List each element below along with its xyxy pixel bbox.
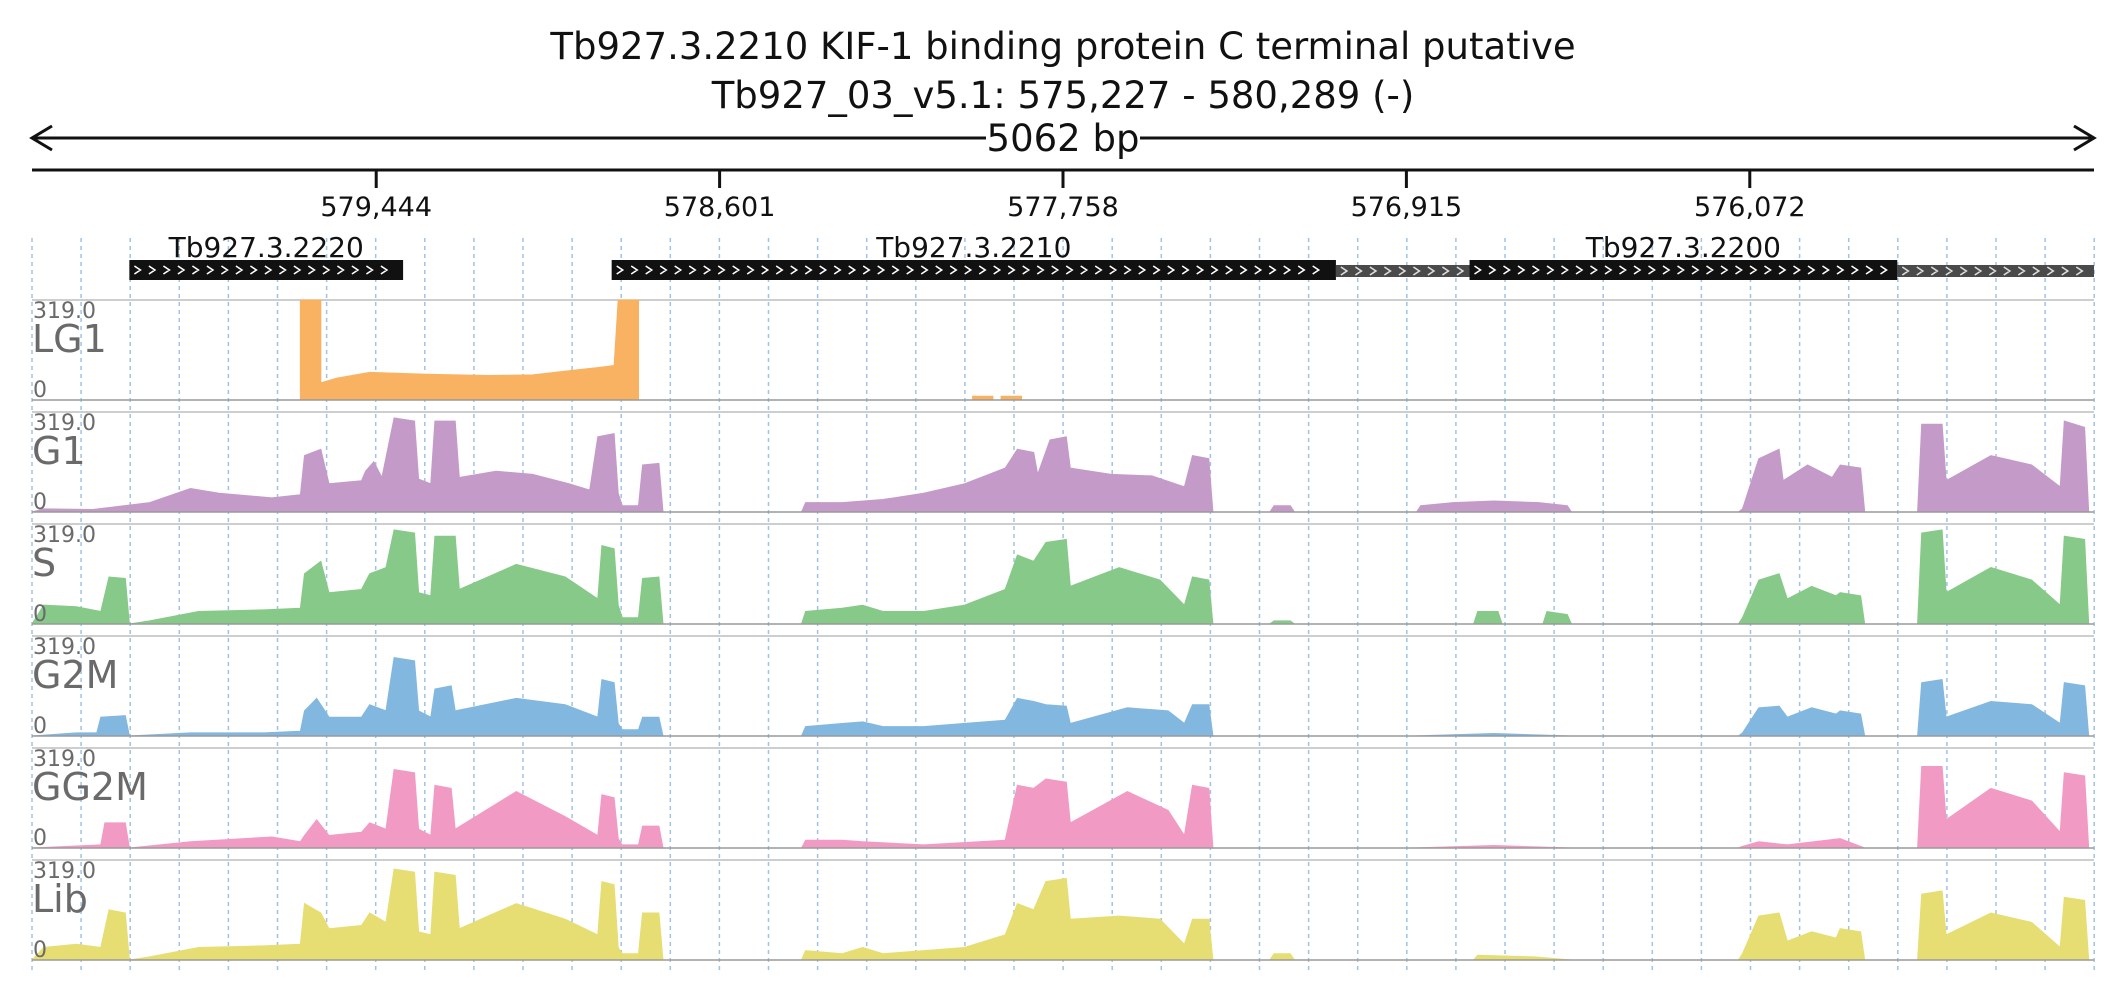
gene-label: Tb927.3.2210 (875, 231, 1071, 264)
span-arrow-right-head (2073, 124, 2097, 152)
coverage-tracks: 319.00LG1319.00G1319.00S319.00G2M319.00G… (30, 299, 2094, 963)
ruler-tick-label: 579,444 (320, 192, 432, 223)
track-ymin-label: 0 (33, 714, 47, 739)
track-ymin-label: 0 (33, 826, 47, 851)
track-ymax-label: 319.0 (33, 523, 96, 548)
grid-lines (31, 238, 2095, 972)
gene-track: Tb927.3.2220 Tb927.3.2210 Tb927.3.2200 (129, 231, 2094, 280)
track-g2m: 319.0 0 G2M (31, 635, 2094, 739)
gene-cds (611, 260, 1336, 280)
track-ymax-label: 319.0 (33, 859, 96, 884)
span-arrow-left-head (29, 124, 53, 152)
strand-chevrons (133, 265, 389, 275)
track-ymax-label: 319.0 (33, 635, 96, 660)
track-ymax-label: 319.0 (33, 411, 96, 436)
gene-label: Tb927.3.2220 (168, 231, 364, 264)
chart-subtitle: Tb927_03_v5.1: 575,227 - 580,289 (-) (711, 74, 1415, 117)
ruler-tick-label: 576,072 (1694, 192, 1806, 223)
track-gg2m: 319.0 0 GG2M (31, 747, 2094, 851)
track-ymin-label: 0 (33, 378, 47, 403)
track-ymin-label: 0 (33, 602, 47, 627)
ruler-tick-label: 577,758 (1007, 192, 1119, 223)
gene-cds (129, 260, 404, 280)
strand-chevrons (616, 265, 1321, 275)
track-name: G1 (32, 429, 86, 473)
ruler-tick-label: 576,915 (1351, 192, 1463, 223)
track-name: LG1 (32, 317, 107, 361)
coverage-area (31, 529, 2094, 625)
track-ymin-label: 0 (33, 938, 47, 963)
track-lg1: 319.0 0 LG1 (32, 299, 2094, 403)
span-label-bg (986, 120, 1140, 156)
coverage-area (31, 766, 2094, 849)
coverage-area (31, 657, 2094, 737)
coverage-area (30, 868, 2094, 961)
track-ymax-label: 319.0 (33, 747, 96, 772)
track-g1: 319.0 0 G1 (31, 411, 2094, 515)
track-name: S (32, 541, 56, 585)
gene-label: Tb927.3.2200 (1585, 231, 1781, 264)
track-lib: 319.0 0 Lib (30, 859, 2094, 963)
track-name: G2M (32, 653, 118, 697)
coverage-area (31, 417, 2094, 513)
span-indicator: 5062 bp (29, 117, 2097, 160)
span-label: 5062 bp (987, 117, 1140, 160)
track-s: 319.0 0 S (31, 523, 2094, 627)
track-ymin-label: 0 (33, 490, 47, 515)
track-name: GG2M (32, 765, 148, 809)
strand-chevrons (1474, 265, 1888, 275)
ruler-tick-label: 578,601 (664, 192, 776, 223)
chart-title: Tb927.3.2210 KIF-1 binding protein C ter… (549, 25, 1575, 68)
track-name: Lib (32, 877, 88, 921)
track-ymax-label: 319.0 (33, 299, 96, 324)
strand-chevrons (1901, 266, 2084, 276)
ruler-ticks: 579,444 578,601 577,758 576,915 576,072 (320, 170, 1806, 223)
coverage-area (32, 299, 2094, 401)
